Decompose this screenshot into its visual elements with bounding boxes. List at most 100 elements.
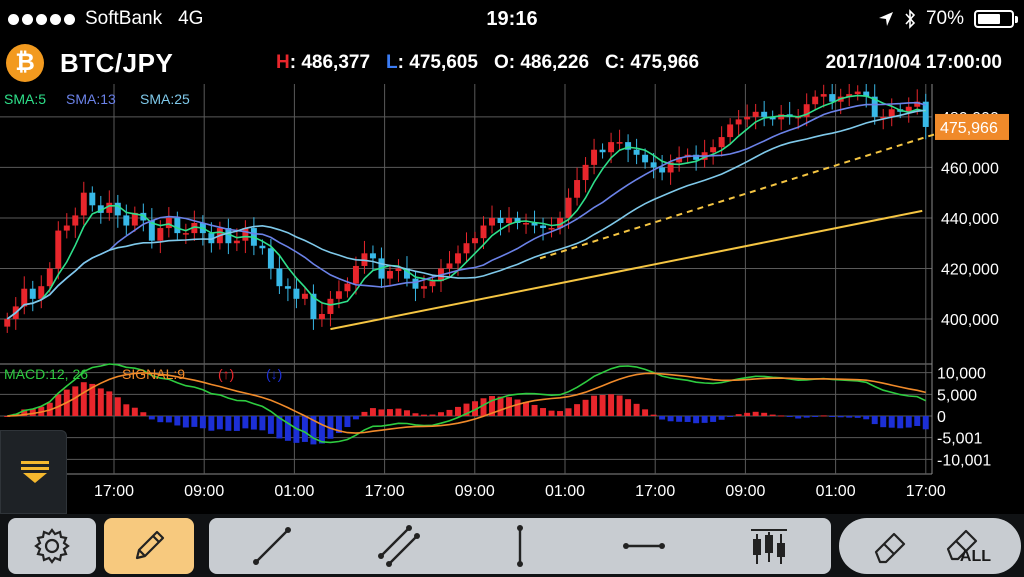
macd-histogram-bar (421, 414, 427, 416)
macd-histogram-bar (123, 404, 130, 416)
candle-body (174, 217, 181, 234)
candle-body (140, 212, 147, 221)
candle-body (131, 212, 138, 226)
macd-histogram-bar (131, 407, 138, 416)
erase-button[interactable] (855, 518, 925, 574)
macd-histogram-bar (871, 416, 878, 425)
trendline-dashed (539, 131, 943, 260)
macd-histogram-bar (786, 416, 793, 418)
current-price-tag (935, 113, 1009, 140)
candle-body (276, 268, 283, 287)
macd-histogram-bar (446, 409, 453, 416)
macd-histogram-bar (455, 406, 461, 416)
time-tick-label: 01:00 (816, 483, 856, 500)
legend-hist-up: (↑) (218, 366, 234, 382)
candle-body (914, 101, 921, 107)
vertical-line-icon (517, 525, 523, 567)
candle-body (46, 268, 53, 287)
signal-line (7, 371, 926, 434)
settings-button[interactable] (8, 518, 96, 574)
horizontal-line-tool-button[interactable] (599, 518, 689, 574)
macd-histogram-bar (548, 410, 555, 416)
draw-tools-group (209, 518, 831, 574)
macd-histogram-bar (769, 414, 776, 416)
candle-body (820, 94, 827, 97)
legend-signal: SIGNAL:9 (122, 366, 185, 382)
macd-histogram-bar (386, 409, 393, 416)
candle-body (489, 217, 495, 226)
collapse-panel-button[interactable] (0, 430, 67, 514)
erase-all-label: ALL (959, 548, 991, 565)
candle-body (455, 253, 461, 264)
macd-histogram-bar (897, 416, 904, 429)
pencil-icon (135, 530, 165, 560)
draw-group (104, 518, 194, 574)
candle-body (4, 319, 11, 327)
location-arrow-icon (878, 12, 893, 26)
candle-body (812, 96, 819, 105)
sma-25-line (6, 109, 926, 320)
candle-tool-button[interactable] (724, 518, 814, 574)
candle-body (301, 293, 308, 299)
macd-histogram-bar (429, 414, 436, 416)
time-tick-label: 01:00 (274, 483, 314, 500)
macd-histogram-bar (795, 416, 802, 419)
candle-body (148, 220, 155, 241)
macd-histogram-bar (523, 402, 530, 416)
macd-histogram-bar (803, 416, 810, 418)
macd-histogram-bar (216, 416, 223, 430)
macd-histogram-bar (114, 397, 121, 416)
chart-header: ₿ BTC/JPY H: 486,377 L: 475,605 O: 486,2… (0, 40, 1024, 84)
low-readout: L: 475,605 (386, 52, 478, 74)
macd-histogram-bar (863, 416, 870, 420)
candle-body (880, 116, 887, 119)
macd-histogram-bar (837, 416, 844, 418)
erase-all-button[interactable]: ALL (933, 518, 1013, 574)
horizontal-line-icon (623, 543, 665, 549)
candle-body (854, 91, 861, 95)
trendline-layer (330, 131, 943, 331)
time-tick-label: 17:00 (635, 483, 675, 500)
macd-histogram-bar (565, 408, 572, 416)
candle-body (318, 313, 325, 320)
macd-histogram-bar (557, 411, 564, 416)
candle-body (599, 149, 606, 153)
macd-histogram-bar (225, 416, 232, 431)
candle-body (659, 167, 666, 173)
candle-body (446, 263, 453, 269)
candle-body (727, 124, 734, 138)
candle-body (625, 142, 632, 150)
candle-body (540, 225, 547, 229)
macd-histogram-bar (89, 383, 96, 416)
line-segment-icon (253, 527, 291, 565)
macd-histogram-bar (378, 409, 385, 416)
macd-histogram-bar (829, 416, 836, 417)
macd-histogram-bar (250, 416, 257, 430)
price-chart[interactable]: 400,000420,000440,000460,000480,00010,00… (0, 84, 1024, 512)
currency-pair[interactable]: BTC/JPY (60, 48, 174, 78)
macd-histogram-bar (310, 416, 317, 445)
macd-histogram-bar (642, 409, 649, 416)
macd-histogram-bar (438, 412, 444, 416)
candle-body (888, 109, 895, 117)
line-tool-button[interactable] (227, 518, 317, 574)
macd-histogram-bar (301, 416, 308, 442)
macd-histogram-bar (846, 416, 853, 418)
macd-histogram-bar (574, 404, 581, 416)
carrier: SoftBank 4G (8, 8, 203, 30)
time-tick-label: 17:00 (906, 483, 946, 500)
vertical-line-tool-button[interactable] (475, 518, 565, 574)
parallel-tool-button[interactable] (354, 518, 444, 574)
candle-body (803, 104, 810, 117)
time-tick-label: 01:00 (545, 483, 585, 500)
draw-mode-button[interactable] (104, 518, 194, 574)
macd-histogram-bar (888, 416, 895, 428)
candle-body (182, 233, 189, 235)
macd-line (7, 363, 927, 444)
candle-body (718, 137, 725, 148)
macd-histogram-bar (820, 415, 827, 417)
macd-histogram-bar (540, 408, 547, 416)
price-tick-label: 400,000 (941, 312, 999, 329)
macd-histogram-bar (616, 395, 623, 416)
macd-histogram-bar (361, 411, 368, 416)
